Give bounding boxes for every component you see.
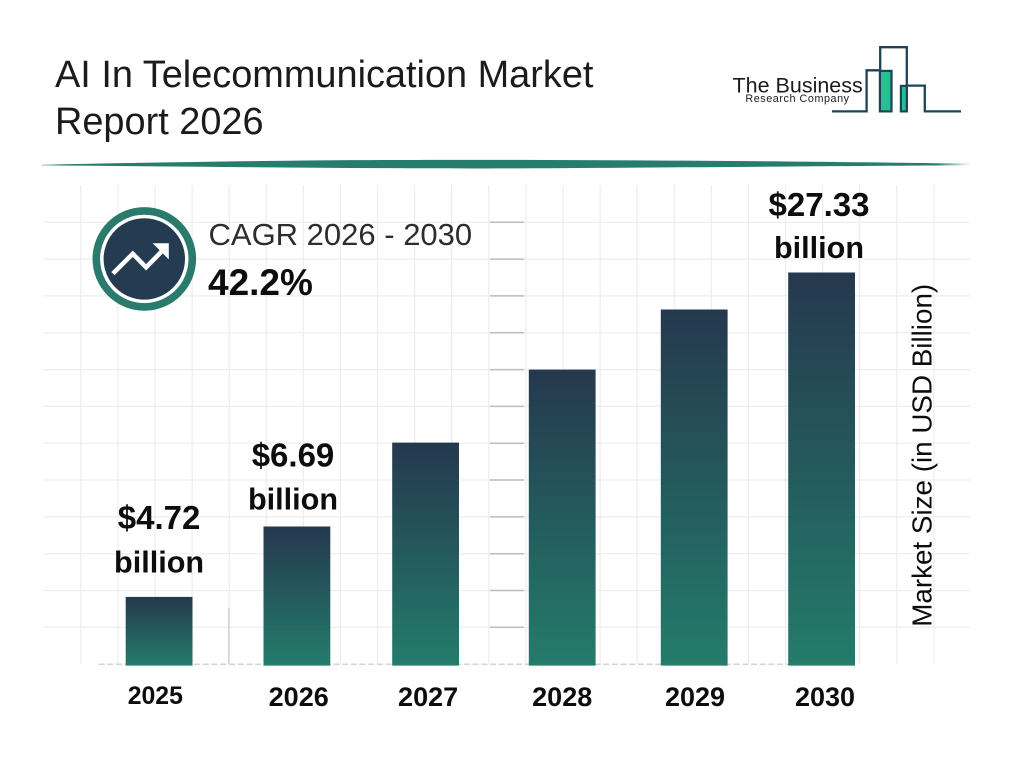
svg-text:billion: billion — [774, 231, 864, 265]
svg-text:42.2%: 42.2% — [208, 262, 313, 303]
svg-text:2029: 2029 — [665, 682, 725, 712]
svg-text:2030: 2030 — [795, 682, 855, 712]
svg-text:2028: 2028 — [532, 682, 592, 712]
svg-text:$27.33: $27.33 — [769, 186, 870, 223]
svg-text:$6.69: $6.69 — [252, 437, 335, 474]
svg-text:billion: billion — [114, 545, 204, 579]
svg-text:Market Size (in USD Billion): Market Size (in USD Billion) — [907, 284, 938, 627]
svg-text:2026: 2026 — [269, 682, 329, 712]
svg-text:2027: 2027 — [398, 682, 458, 712]
svg-text:2025: 2025 — [128, 683, 183, 710]
svg-text:CAGR 2026 - 2030: CAGR 2026 - 2030 — [209, 217, 473, 252]
svg-text:Report 2026: Report 2026 — [55, 101, 264, 143]
svg-text:AI In Telecommunication Market: AI In Telecommunication Market — [55, 54, 594, 96]
svg-text:billion: billion — [248, 482, 338, 516]
svg-text:The Business: The Business — [733, 74, 863, 98]
svg-text:Research Company: Research Company — [745, 93, 849, 105]
svg-text:$4.72: $4.72 — [118, 499, 201, 536]
